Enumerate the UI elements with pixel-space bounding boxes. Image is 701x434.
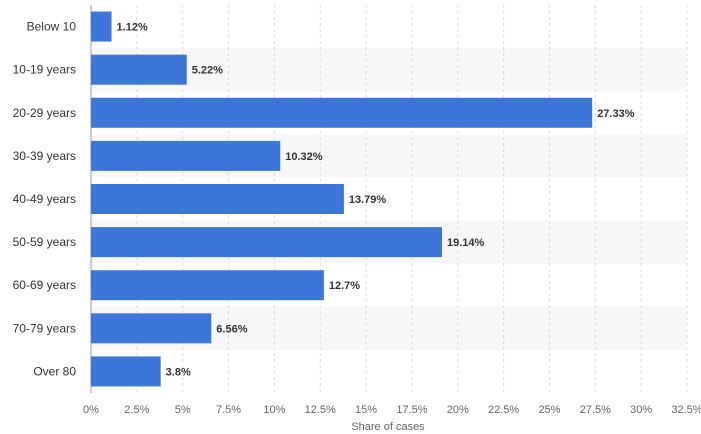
bar-6 (91, 227, 442, 258)
x-tick-label: 0% (83, 404, 99, 416)
bar-9 (91, 356, 161, 387)
category-label: 30-39 years (13, 149, 76, 163)
bar-7 (91, 270, 324, 301)
x-tick-label: 27.5% (580, 404, 611, 416)
category-label: 50-59 years (13, 235, 76, 249)
category-label: Over 80 (33, 364, 76, 378)
x-axis-title: Share of cases (351, 421, 425, 433)
x-tick-label: 32.5% (671, 404, 701, 416)
data-label: 13.79% (349, 194, 387, 206)
bars (91, 11, 593, 387)
x-tick-label: 30% (630, 404, 652, 416)
bar-4 (91, 140, 281, 171)
x-tick-label: 17.5% (396, 404, 427, 416)
x-tick-label: 22.5% (488, 404, 519, 416)
bar-3 (91, 97, 593, 128)
x-tick-label: 15% (355, 404, 377, 416)
x-tick-label: 12.5% (305, 404, 336, 416)
data-label: 12.7% (329, 280, 360, 292)
data-labels: 1.12% 5.22% 27.33% 10.32% 13.79% 19.14% 12.7% 6… (117, 22, 635, 379)
category-label: 10-19 years (13, 63, 76, 77)
data-label: 5.22% (192, 65, 223, 77)
x-tick-label: 20% (447, 404, 469, 416)
x-tick-label: 10% (263, 404, 285, 416)
bar-1 (91, 11, 112, 42)
x-tick-labels: 0% 2.5% 5% 7.5% 10% 12.5% 15% 17.5% 20% 22.5% 25% 2… (83, 404, 701, 416)
x-tick-label: 7.5% (216, 404, 241, 416)
bar-8 (91, 313, 212, 344)
bar-5 (91, 184, 344, 214)
x-tick-label: 2.5% (124, 404, 149, 416)
data-label: 6.56% (216, 323, 247, 335)
x-tick-label: 5% (175, 404, 191, 416)
category-label: Below 10 (27, 20, 77, 34)
row-band (91, 48, 687, 92)
bar-2 (91, 54, 187, 85)
data-label: 1.12% (117, 22, 148, 34)
data-label: 19.14% (447, 237, 485, 249)
data-label: 3.8% (166, 366, 191, 378)
category-labels: Below 10 10-19 years 20-29 years 30-39 year… (13, 20, 77, 379)
category-label: 20-29 years (13, 106, 76, 120)
x-tick-label: 25% (538, 404, 560, 416)
category-label: 70-79 years (13, 321, 76, 335)
category-label: 60-69 years (13, 278, 76, 292)
data-label: 10.32% (285, 151, 323, 163)
data-label: 27.33% (597, 108, 635, 120)
category-label: 40-49 years (13, 192, 76, 206)
